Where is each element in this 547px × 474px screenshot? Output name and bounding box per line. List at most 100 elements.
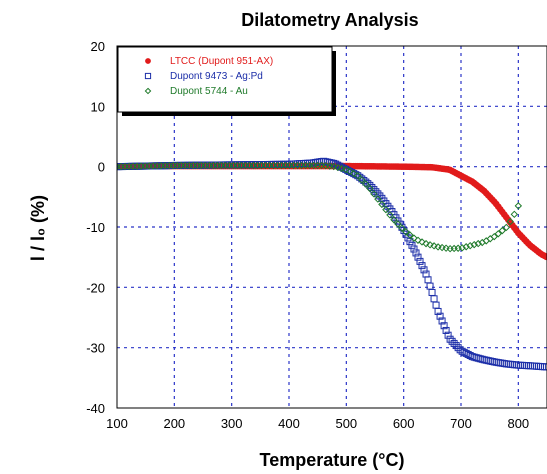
series-1-point-165 bbox=[444, 331, 452, 339]
series-1-point-149 bbox=[412, 249, 420, 257]
legend-marker-2 bbox=[144, 87, 152, 95]
series-2-point-68 bbox=[386, 211, 394, 219]
y-tick-label-0: 20 bbox=[91, 39, 105, 54]
x-tick-labels: 100 200 300 400 500 600 700 800 bbox=[106, 416, 529, 431]
series-2-point-78 bbox=[426, 241, 434, 249]
series-2-point-89 bbox=[470, 240, 478, 249]
series-1-point-131 bbox=[376, 192, 384, 200]
series-2-point-77 bbox=[422, 239, 430, 248]
series-2 bbox=[117, 161, 523, 253]
y-tick-label-5: -30 bbox=[86, 341, 105, 356]
series-2-point-69 bbox=[390, 216, 398, 224]
series-2-point-71 bbox=[398, 224, 406, 232]
series-1-point-129 bbox=[372, 188, 380, 196]
series-2-point-76 bbox=[418, 238, 426, 246]
y-tick-label-3: -10 bbox=[86, 220, 105, 235]
series-2-point-87 bbox=[462, 243, 470, 251]
series-2-point-90 bbox=[474, 239, 482, 248]
series-2-point-65 bbox=[374, 195, 382, 203]
series-1-point-212 bbox=[538, 363, 546, 371]
x-axis-label: Temperature (°C) bbox=[260, 450, 405, 470]
series-2-point-98 bbox=[506, 217, 515, 226]
series-1-point-158 bbox=[430, 295, 438, 303]
series-2-point-56 bbox=[338, 164, 346, 173]
series-1-point-148 bbox=[410, 245, 418, 253]
series-2-point-60 bbox=[354, 172, 362, 180]
series-2-point-55 bbox=[334, 163, 342, 172]
series-1-point-163 bbox=[440, 322, 448, 330]
series-2-point-84 bbox=[450, 244, 458, 253]
x-tick-label-6: 700 bbox=[450, 416, 472, 431]
series-2-point-97 bbox=[502, 223, 511, 232]
series-1-point-130 bbox=[374, 190, 382, 198]
series-2-point-61 bbox=[358, 176, 366, 184]
series-2-point-54 bbox=[330, 162, 338, 171]
series-2-point-74 bbox=[410, 234, 418, 242]
y-axis-label: l / l₀ (%) bbox=[28, 195, 48, 261]
legend-marker-1 bbox=[144, 72, 152, 80]
series-2-point-75 bbox=[414, 236, 422, 244]
series-2-point-57 bbox=[342, 165, 350, 174]
series-1-point-209 bbox=[532, 362, 540, 370]
series-2-point-58 bbox=[346, 167, 354, 176]
series-2-point-96 bbox=[498, 226, 506, 235]
series-1-point-210 bbox=[534, 362, 542, 370]
x-tick-label-5: 600 bbox=[393, 416, 415, 431]
series-1-point-151 bbox=[416, 257, 424, 265]
series-1-point-162 bbox=[438, 317, 446, 325]
series-1-point-127 bbox=[368, 183, 376, 191]
y-tick-label-2: 0 bbox=[98, 160, 105, 175]
series-2-point-62 bbox=[362, 180, 370, 188]
series-2-point-100 bbox=[514, 202, 523, 210]
series-1-point-160 bbox=[434, 307, 442, 315]
series-1-point-204 bbox=[522, 362, 530, 370]
series-2-point-94 bbox=[490, 232, 498, 241]
legend-label-0: LTCC (Dupont 951-AX) bbox=[170, 56, 273, 67]
series-1-point-169 bbox=[452, 342, 460, 350]
series-1-point-205 bbox=[524, 362, 532, 370]
legend-marker-0 bbox=[145, 58, 151, 64]
legend-label-1: Dupont 9473 - Ag:Pd bbox=[170, 71, 263, 82]
series-1-point-167 bbox=[448, 337, 456, 345]
series-1-point-202 bbox=[518, 361, 526, 369]
series-0-point-214 bbox=[543, 253, 547, 261]
series-1-point-155 bbox=[424, 276, 432, 284]
x-tick-label-0: 100 bbox=[106, 416, 128, 431]
series-1-point-214 bbox=[542, 363, 547, 371]
series-1-point-157 bbox=[428, 288, 436, 296]
series-2-point-93 bbox=[486, 235, 494, 243]
plot-frame bbox=[116, 45, 547, 409]
series-1-point-159 bbox=[432, 301, 440, 309]
series-2-point-70 bbox=[394, 220, 402, 228]
series-1-point-207 bbox=[528, 362, 536, 370]
legend-box bbox=[117, 46, 333, 113]
series-1-point-153 bbox=[420, 266, 428, 274]
chart-title: Dilatometry Analysis bbox=[241, 10, 418, 30]
series-2-point-72 bbox=[402, 228, 410, 236]
series-1-point-156 bbox=[426, 282, 434, 290]
series-1-point-126 bbox=[366, 181, 374, 189]
x-tick-label-4: 500 bbox=[335, 416, 357, 431]
series-1-point-161 bbox=[436, 312, 444, 320]
legend: LTCC (Dupont 951-AX) Dupont 9473 - Ag:Pd D… bbox=[117, 46, 336, 116]
series-1-point-170 bbox=[454, 344, 462, 352]
series-2-point-86 bbox=[458, 244, 466, 252]
series-1-point-128 bbox=[370, 186, 378, 194]
series-2-point-67 bbox=[382, 205, 390, 214]
series-1-point-154 bbox=[422, 270, 430, 278]
series-2-point-59 bbox=[350, 169, 358, 178]
series-1-point-152 bbox=[418, 262, 426, 270]
series-2-point-73 bbox=[406, 231, 414, 239]
x-tick-label-3: 400 bbox=[278, 416, 300, 431]
series-2-point-79 bbox=[430, 242, 438, 250]
series-1-point-206 bbox=[526, 362, 534, 370]
plot-area bbox=[117, 157, 547, 371]
series-1-point-164 bbox=[442, 326, 450, 334]
series-1-point-150 bbox=[414, 253, 422, 261]
series-1-point-125 bbox=[364, 180, 372, 188]
series-1-point-147 bbox=[408, 241, 416, 249]
series-1-point-144 bbox=[402, 230, 410, 238]
x-tick-label-2: 300 bbox=[221, 416, 243, 431]
y-tick-label-1: 10 bbox=[91, 99, 105, 114]
